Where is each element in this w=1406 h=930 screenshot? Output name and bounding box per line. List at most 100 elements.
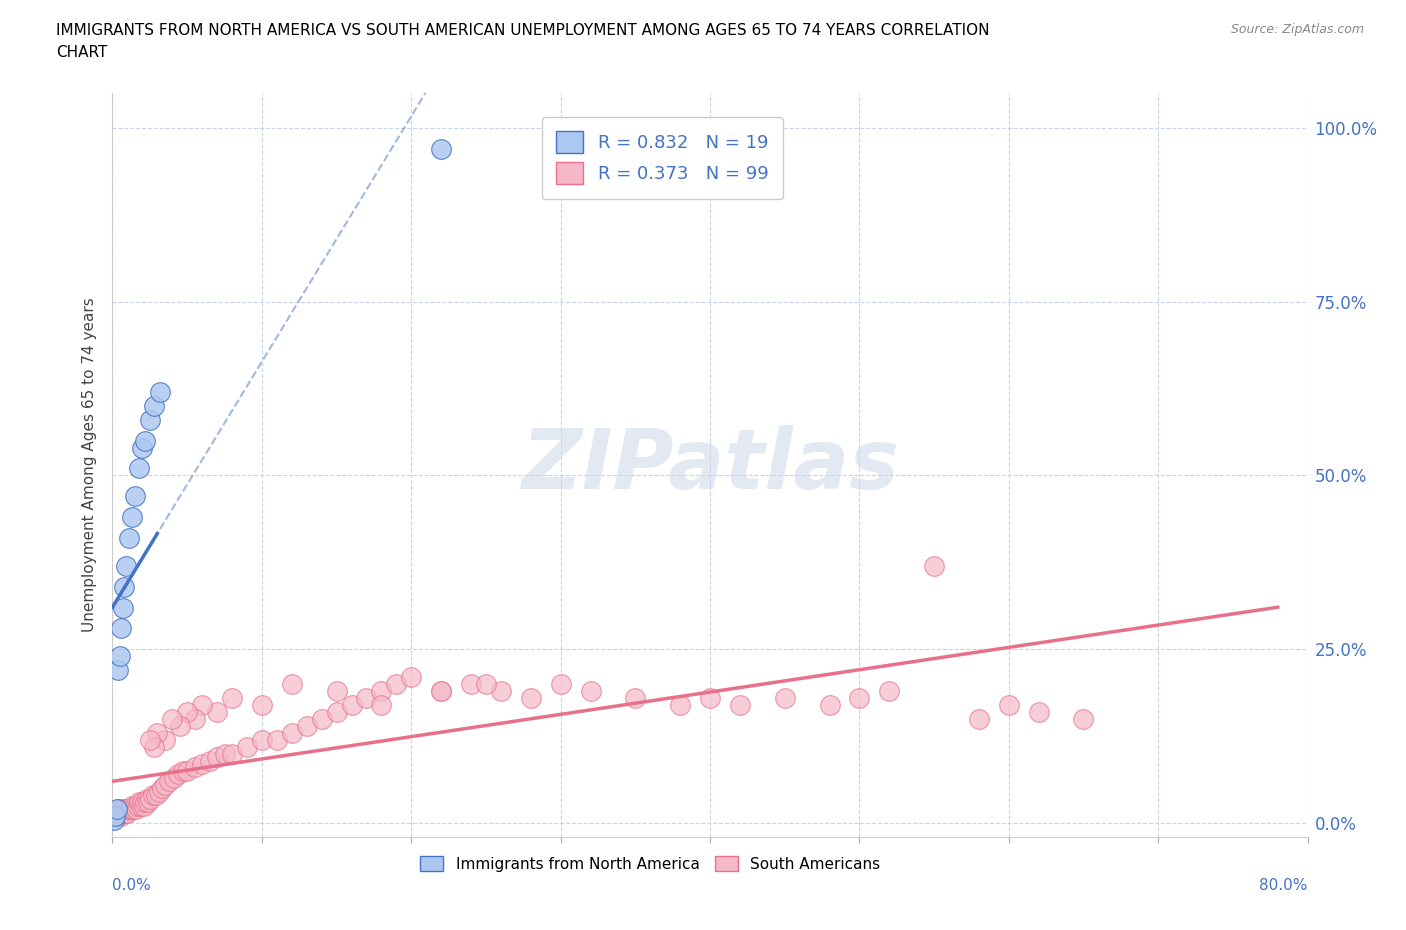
Point	[967, 711, 990, 726]
Point	[198, 753, 221, 768]
Point	[250, 698, 273, 712]
Point	[111, 600, 134, 615]
Point	[183, 711, 205, 726]
Point	[311, 711, 333, 726]
Point	[143, 398, 166, 413]
Point	[176, 764, 198, 778]
Point	[356, 690, 378, 705]
Point	[153, 732, 176, 747]
Point	[105, 805, 128, 820]
Point	[105, 809, 128, 824]
Point	[108, 805, 131, 820]
Point	[401, 670, 423, 684]
Point	[108, 802, 131, 817]
Point	[131, 440, 153, 455]
Point	[818, 698, 841, 712]
Point	[728, 698, 751, 712]
Point	[430, 141, 453, 156]
Point	[148, 784, 170, 799]
Text: ZIPatlas: ZIPatlas	[522, 424, 898, 506]
Point	[124, 489, 146, 504]
Point	[139, 412, 162, 427]
Point	[143, 739, 166, 754]
Point	[103, 809, 125, 824]
Text: IMMIGRANTS FROM NORTH AMERICA VS SOUTH AMERICAN UNEMPLOYMENT AMONG AGES 65 TO 74: IMMIGRANTS FROM NORTH AMERICA VS SOUTH A…	[56, 23, 990, 38]
Point	[998, 698, 1021, 712]
Point	[139, 791, 162, 806]
Point	[145, 788, 167, 803]
Point	[122, 802, 145, 817]
Point	[191, 698, 214, 712]
Point	[266, 732, 288, 747]
Point	[114, 579, 135, 594]
Point	[134, 795, 156, 810]
Point	[520, 690, 543, 705]
Point	[128, 461, 150, 476]
Point	[111, 805, 134, 820]
Point	[879, 684, 901, 698]
Point	[669, 698, 692, 712]
Point	[162, 711, 183, 726]
Point	[124, 798, 146, 813]
Point	[1073, 711, 1095, 726]
Point	[430, 684, 453, 698]
Point	[117, 805, 139, 820]
Point	[205, 704, 228, 719]
Point	[103, 812, 125, 827]
Point	[107, 802, 129, 817]
Point	[153, 777, 176, 792]
Point	[104, 805, 127, 820]
Point	[475, 677, 498, 692]
Point	[191, 756, 214, 771]
Point	[281, 725, 304, 740]
Point	[120, 802, 142, 817]
Point	[176, 704, 198, 719]
Point	[221, 746, 243, 761]
Point	[104, 809, 127, 824]
Point	[460, 677, 482, 692]
Point	[150, 781, 173, 796]
Point	[121, 510, 143, 525]
Point	[114, 802, 135, 817]
Point	[135, 791, 157, 806]
Point	[236, 739, 259, 754]
Point	[624, 690, 647, 705]
Point	[107, 809, 129, 824]
Point	[114, 805, 135, 820]
Point	[118, 531, 141, 546]
Point	[848, 690, 870, 705]
Point	[325, 704, 347, 719]
Point	[183, 760, 205, 775]
Point	[108, 649, 131, 664]
Point	[340, 698, 363, 712]
Point	[489, 684, 512, 698]
Point	[115, 805, 138, 820]
Point	[118, 802, 141, 817]
Point	[121, 798, 143, 813]
Point	[105, 802, 128, 817]
Point	[1028, 704, 1050, 719]
Point	[110, 805, 132, 820]
Point	[370, 684, 392, 698]
Point	[132, 798, 155, 813]
Point	[139, 732, 162, 747]
Point	[385, 677, 408, 692]
Point	[773, 690, 796, 705]
Point	[221, 690, 243, 705]
Point	[110, 809, 132, 824]
Point	[110, 621, 132, 636]
Point	[129, 798, 152, 813]
Point	[281, 677, 304, 692]
Point	[214, 746, 236, 761]
Point	[149, 384, 172, 399]
Point	[117, 802, 139, 817]
Point	[115, 558, 138, 573]
Text: CHART: CHART	[56, 45, 108, 60]
Point	[125, 802, 148, 817]
Point	[699, 690, 721, 705]
Point	[167, 767, 190, 782]
Point	[169, 718, 191, 733]
Point	[127, 798, 149, 813]
Legend: Immigrants from North America, South Americans: Immigrants from North America, South Ame…	[415, 849, 886, 878]
Point	[370, 698, 392, 712]
